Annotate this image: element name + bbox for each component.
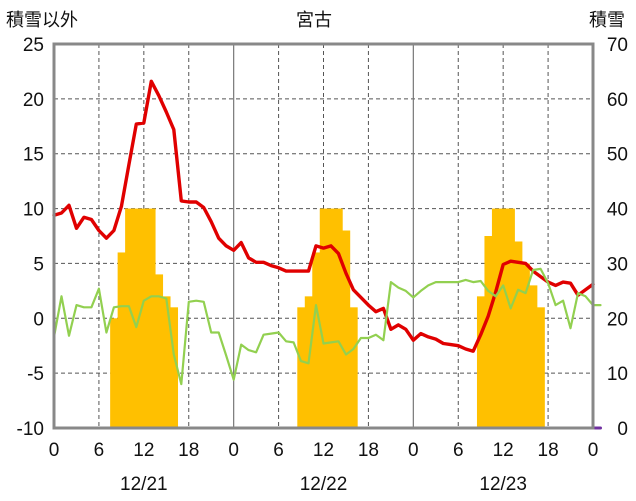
x-tick-label: 0: [588, 440, 599, 461]
x-tick-label: 18: [178, 440, 199, 461]
snow-depth-bar: [117, 252, 126, 428]
right-tick-label: 10: [607, 364, 628, 385]
left-tick-label: 5: [33, 254, 44, 275]
x-tick-label: 12: [313, 440, 334, 461]
date-label: 12/23: [479, 474, 527, 495]
left-tick-label: 15: [23, 145, 44, 166]
snow-depth-bar: [327, 208, 336, 428]
snow-depth-bar: [110, 318, 119, 428]
x-tick-label: 6: [273, 440, 284, 461]
x-tick-label: 12: [493, 440, 514, 461]
snow-depth-bar: [132, 208, 141, 428]
snow-depth-bar: [312, 252, 321, 428]
plot-frame: [52, 42, 595, 430]
left-tick-label: 0: [33, 309, 44, 330]
x-tick-label: 0: [228, 440, 239, 461]
date-label: 12/22: [300, 474, 348, 495]
right-axis-title: 積雪: [589, 10, 625, 31]
right-tick-label: 0: [617, 419, 628, 440]
chart-title: 宮古: [296, 10, 332, 31]
snow-depth-bar: [476, 296, 485, 428]
left-tick-label: 10: [23, 200, 44, 221]
snow-depth-bar: [491, 208, 500, 428]
x-tick-label: 0: [49, 440, 60, 461]
snow-depth-bar: [334, 208, 343, 428]
snow-depth-bar: [349, 307, 358, 428]
snow-depth-bar: [521, 263, 530, 428]
snow-depth-bar: [506, 208, 515, 428]
left-tick-label: 25: [23, 35, 44, 56]
left-tick-label: -5: [27, 364, 44, 385]
snow-depth-bar: [499, 208, 508, 428]
left-axis-title: 積雪以外: [6, 10, 78, 31]
series-line-1: [52, 79, 595, 353]
snow-depth-bar: [147, 208, 156, 428]
snow-depth-bar: [319, 208, 328, 428]
x-tick-label: 6: [94, 440, 105, 461]
snow-depth-bar: [162, 296, 171, 428]
snow-depth-bar: [170, 307, 179, 428]
x-tick-label: 0: [408, 440, 419, 461]
x-tick-label: 18: [358, 440, 379, 461]
snow-depth-bar: [342, 230, 351, 428]
snow-depth-bar: [125, 208, 134, 428]
snow-depth-bar: [529, 285, 538, 428]
right-tick-label: 40: [607, 200, 628, 221]
snow-depth-bar: [514, 241, 523, 428]
snow-depth-bar: [155, 274, 164, 428]
right-tick-label: 30: [607, 254, 628, 275]
date-label: 12/21: [120, 474, 168, 495]
x-tick-label: 6: [453, 440, 464, 461]
left-tick-label: -10: [17, 419, 44, 440]
right-tick-label: 50: [607, 145, 628, 166]
snow-depth-bar: [536, 307, 545, 428]
x-tick-label: 12: [133, 440, 154, 461]
snow-depth-bar: [484, 236, 493, 428]
right-tick-label: 60: [607, 90, 628, 111]
snow-depth-bar: [297, 307, 306, 428]
right-tick-label: 70: [607, 35, 628, 56]
series-line-2: [52, 267, 602, 386]
x-tick-label: 18: [538, 440, 559, 461]
left-tick-label: 20: [23, 90, 44, 111]
right-tick-label: 20: [607, 309, 628, 330]
snow-depth-bar: [140, 208, 149, 428]
